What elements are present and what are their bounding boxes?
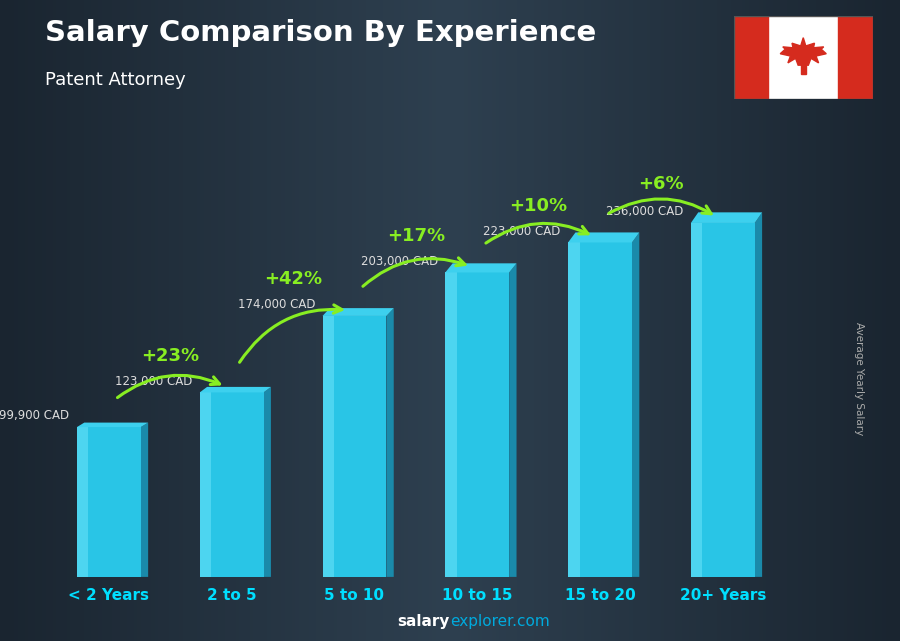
Bar xyxy=(801,64,806,74)
Bar xyxy=(446,272,509,577)
Bar xyxy=(568,242,632,577)
Bar xyxy=(322,316,386,577)
Bar xyxy=(691,223,755,577)
Text: 123,000 CAD: 123,000 CAD xyxy=(115,375,193,388)
Bar xyxy=(568,242,580,577)
Text: Salary Comparison By Experience: Salary Comparison By Experience xyxy=(45,19,596,47)
Polygon shape xyxy=(322,308,393,316)
Polygon shape xyxy=(386,308,393,577)
Text: +23%: +23% xyxy=(141,347,199,365)
Polygon shape xyxy=(632,233,639,577)
Bar xyxy=(76,427,88,577)
Polygon shape xyxy=(76,422,148,427)
Text: +42%: +42% xyxy=(264,270,322,288)
Text: +10%: +10% xyxy=(509,197,568,215)
Text: 99,900 CAD: 99,900 CAD xyxy=(0,410,69,422)
Bar xyxy=(691,223,702,577)
Text: 203,000 CAD: 203,000 CAD xyxy=(361,254,438,268)
Text: explorer.com: explorer.com xyxy=(450,615,550,629)
Text: 236,000 CAD: 236,000 CAD xyxy=(606,205,683,218)
Text: Patent Attorney: Patent Attorney xyxy=(45,71,185,88)
Bar xyxy=(734,16,769,99)
Text: salary: salary xyxy=(398,615,450,629)
Text: 223,000 CAD: 223,000 CAD xyxy=(483,225,561,238)
Polygon shape xyxy=(200,387,271,392)
Bar xyxy=(200,392,264,577)
Text: +6%: +6% xyxy=(639,175,684,193)
Bar xyxy=(322,316,334,577)
Text: Average Yearly Salary: Average Yearly Salary xyxy=(854,322,865,435)
Polygon shape xyxy=(446,263,517,272)
Polygon shape xyxy=(568,233,639,242)
Polygon shape xyxy=(509,263,517,577)
Bar xyxy=(838,16,873,99)
Polygon shape xyxy=(691,212,762,223)
Polygon shape xyxy=(780,38,826,65)
Bar xyxy=(76,427,140,577)
Text: 174,000 CAD: 174,000 CAD xyxy=(238,298,315,311)
Text: +17%: +17% xyxy=(387,227,445,245)
Polygon shape xyxy=(140,422,148,577)
Bar xyxy=(200,392,212,577)
Bar xyxy=(446,272,457,577)
Polygon shape xyxy=(264,387,271,577)
Polygon shape xyxy=(755,212,762,577)
